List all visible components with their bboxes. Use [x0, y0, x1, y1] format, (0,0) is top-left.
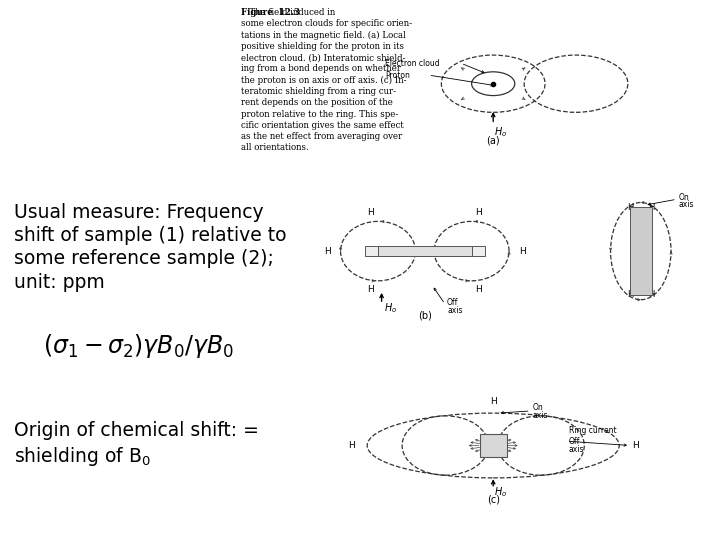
Text: H: H	[628, 204, 634, 212]
Bar	[378, 246, 472, 256]
Text: On: On	[533, 403, 544, 412]
Text: axis: axis	[447, 306, 463, 315]
Text: H: H	[648, 204, 654, 212]
Text: H: H	[490, 397, 497, 406]
Text: $(\sigma_1 - \sigma_2)\gamma B_0/\gamma B_0$: $(\sigma_1 - \sigma_2)\gamma B_0/\gamma …	[43, 332, 234, 360]
Text: H: H	[648, 290, 654, 299]
Bar	[480, 434, 507, 457]
Text: H: H	[518, 247, 526, 255]
Text: H: H	[631, 441, 639, 450]
Bar	[365, 246, 378, 256]
Text: H: H	[367, 285, 374, 294]
Text: H: H	[475, 285, 482, 294]
Text: H: H	[367, 208, 374, 217]
Text: Electron cloud: Electron cloud	[385, 59, 440, 68]
Text: H: H	[324, 247, 331, 255]
Text: Usual measure: Frequency
shift of sample (1) relative to
some reference sample (: Usual measure: Frequency shift of sample…	[14, 202, 287, 292]
Text: Off: Off	[447, 298, 459, 307]
Text: $H_o$: $H_o$	[494, 125, 507, 139]
Text: On: On	[678, 193, 689, 201]
Bar	[472, 246, 485, 256]
Text: Off: Off	[569, 437, 580, 445]
Text: Proton: Proton	[385, 71, 410, 79]
Text: $\mathit{H}_o$: $\mathit{H}_o$	[384, 301, 397, 315]
Text: Figure  12.3: Figure 12.3	[241, 8, 300, 17]
Text: (b): (b)	[418, 311, 432, 321]
Text: Origin of chemical shift: =
shielding of B$_0$: Origin of chemical shift: = shielding of…	[14, 421, 259, 468]
Text: Ring current: Ring current	[569, 426, 616, 435]
Text: H: H	[628, 290, 634, 299]
Text: H: H	[475, 208, 482, 217]
Text: axis: axis	[533, 411, 549, 420]
Text: H: H	[348, 441, 355, 450]
Text: $\mathit{H}_o$: $\mathit{H}_o$	[494, 485, 507, 500]
Text: (a): (a)	[487, 136, 500, 145]
Bar	[630, 207, 652, 295]
Text: The field induced in
some electron clouds for specific orien-
tations in the mag: The field induced in some electron cloud…	[241, 8, 413, 152]
Text: (c): (c)	[487, 495, 500, 504]
Text: axis: axis	[569, 446, 585, 454]
Text: axis: axis	[678, 200, 694, 208]
